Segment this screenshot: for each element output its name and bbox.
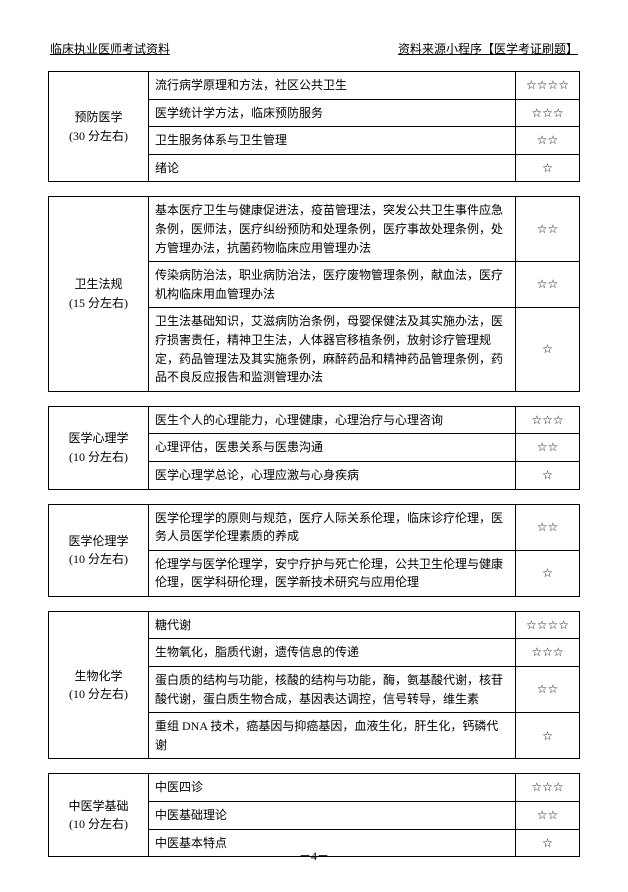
table-row: 卫生法规(15 分左右)基本医疗卫生与健康促进法，疫苗管理法，突发公共卫生事件应… xyxy=(49,197,580,262)
topic-cell: 医学伦理学的原则与规范，医疗人际关系伦理，临床诊疗伦理，医务人员医学伦理素质的养… xyxy=(149,504,516,550)
header-left: 临床执业医师考试资料 xyxy=(50,40,170,57)
section-table: 中医学基础(10 分左右)中医四诊☆☆☆中医基础理论☆☆中医基本特点☆ xyxy=(48,773,580,857)
stars-cell: ☆☆☆☆ xyxy=(516,72,580,100)
topic-cell: 生物氧化，脂质代谢，遗传信息的传递 xyxy=(149,639,516,667)
stars-cell: ☆☆ xyxy=(516,434,580,462)
topic-cell: 伦理学与医学伦理学，安宁疗护与死亡伦理，公共卫生伦理与健康伦理，医学科研伦理，医… xyxy=(149,550,516,596)
stars-cell: ☆☆ xyxy=(516,667,580,713)
category-cell: 医学心理学(10 分左右) xyxy=(49,406,149,489)
stars-cell: ☆☆☆☆ xyxy=(516,611,580,639)
stars-cell: ☆☆☆ xyxy=(516,406,580,434)
topic-cell: 基本医疗卫生与健康促进法，疫苗管理法，突发公共卫生事件应急条例，医师法，医疗纠纷… xyxy=(149,197,516,262)
topic-cell: 糖代谢 xyxy=(149,611,516,639)
category-cell: 生物化学(10 分左右) xyxy=(49,611,149,759)
table-row: 生物化学(10 分左右)糖代谢☆☆☆☆ xyxy=(49,611,580,639)
tables-container: 预防医学(30 分左右)流行病学原理和方法，社区公共卫生☆☆☆☆医学统计学方法，… xyxy=(48,71,580,857)
section-table: 医学心理学(10 分左右)医生个人的心理能力，心理健康，心理治疗与心理咨询☆☆☆… xyxy=(48,406,580,490)
topic-cell: 卫生服务体系与卫生管理 xyxy=(149,127,516,155)
topic-cell: 蛋白质的结构与功能，核酸的结构与功能，酶，氨基酸代谢，核苷酸代谢，蛋白质生物合成… xyxy=(149,667,516,713)
topic-cell: 医学统计学方法，临床预防服务 xyxy=(149,99,516,127)
stars-cell: ☆☆ xyxy=(516,262,580,308)
topic-cell: 心理评估，医患关系与医患沟通 xyxy=(149,434,516,462)
stars-cell: ☆☆ xyxy=(516,504,580,550)
category-cell: 中医学基础(10 分左右) xyxy=(49,774,149,857)
stars-cell: ☆☆☆ xyxy=(516,99,580,127)
stars-cell: ☆☆ xyxy=(516,197,580,262)
category-cell: 医学伦理学(10 分左右) xyxy=(49,504,149,596)
page-header: 临床执业医师考试资料 资料来源小程序【医学考证刷题】 xyxy=(48,40,580,57)
table-row: 医学心理学(10 分左右)医生个人的心理能力，心理健康，心理治疗与心理咨询☆☆☆ xyxy=(49,406,580,434)
stars-cell: ☆☆☆ xyxy=(516,774,580,802)
section-table: 医学伦理学(10 分左右)医学伦理学的原则与规范，医疗人际关系伦理，临床诊疗伦理… xyxy=(48,504,580,597)
stars-cell: ☆ xyxy=(516,308,580,391)
stars-cell: ☆☆ xyxy=(516,127,580,155)
stars-cell: ☆ xyxy=(516,550,580,596)
table-row: 中医学基础(10 分左右)中医四诊☆☆☆ xyxy=(49,774,580,802)
stars-cell: ☆ xyxy=(516,461,580,489)
topic-cell: 重组 DNA 技术，癌基因与抑癌基因，血液生化，肝生化，钙磷代谢 xyxy=(149,713,516,759)
topic-cell: 卫生法基础知识，艾滋病防治条例，母婴保健法及其实施办法，医疗损害责任，精神卫生法… xyxy=(149,308,516,391)
table-row: 医学伦理学(10 分左右)医学伦理学的原则与规范，医疗人际关系伦理，临床诊疗伦理… xyxy=(49,504,580,550)
topic-cell: 医学心理学总论，心理应激与心身疾病 xyxy=(149,461,516,489)
section-table: 生物化学(10 分左右)糖代谢☆☆☆☆生物氧化，脂质代谢，遗传信息的传递☆☆☆蛋… xyxy=(48,611,580,760)
category-cell: 预防医学(30 分左右) xyxy=(49,72,149,182)
topic-cell: 传染病防治法，职业病防治法，医疗废物管理条例，献血法，医疗机构临床用血管理办法 xyxy=(149,262,516,308)
table-row: 预防医学(30 分左右)流行病学原理和方法，社区公共卫生☆☆☆☆ xyxy=(49,72,580,100)
topic-cell: 中医基础理论 xyxy=(149,802,516,830)
topic-cell: 流行病学原理和方法，社区公共卫生 xyxy=(149,72,516,100)
header-right: 资料来源小程序【医学考证刷题】 xyxy=(398,40,578,57)
stars-cell: ☆☆☆ xyxy=(516,639,580,667)
stars-cell: ☆ xyxy=(516,713,580,759)
page-number: －4－ xyxy=(0,847,628,864)
topic-cell: 中医四诊 xyxy=(149,774,516,802)
stars-cell: ☆☆ xyxy=(516,802,580,830)
section-table: 卫生法规(15 分左右)基本医疗卫生与健康促进法，疫苗管理法，突发公共卫生事件应… xyxy=(48,196,580,391)
topic-cell: 绪论 xyxy=(149,154,516,182)
section-table: 预防医学(30 分左右)流行病学原理和方法，社区公共卫生☆☆☆☆医学统计学方法，… xyxy=(48,71,580,182)
category-cell: 卫生法规(15 分左右) xyxy=(49,197,149,391)
topic-cell: 医生个人的心理能力，心理健康，心理治疗与心理咨询 xyxy=(149,406,516,434)
stars-cell: ☆ xyxy=(516,154,580,182)
